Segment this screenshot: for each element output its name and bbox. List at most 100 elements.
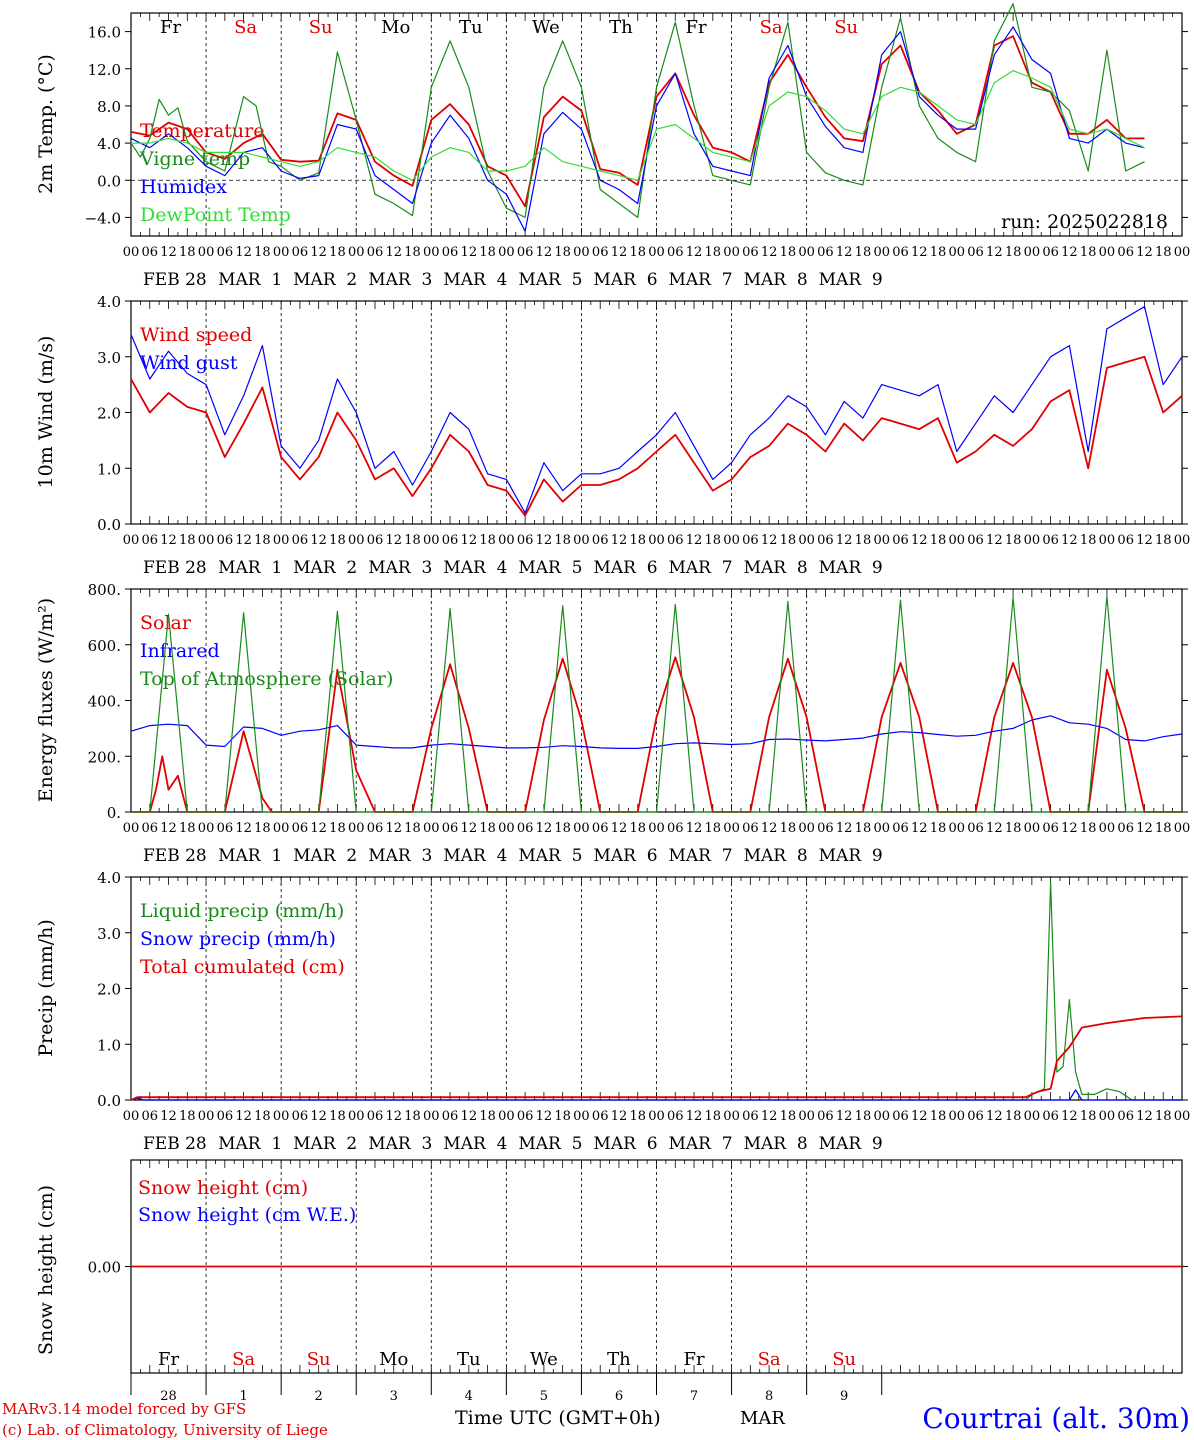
- y-tick-label: 8.0: [97, 98, 121, 116]
- x-hour-label: 12: [235, 821, 252, 836]
- x-hour-label: 18: [855, 245, 872, 260]
- x-hour-label: 00: [573, 821, 590, 836]
- series-line: [131, 595, 1182, 813]
- y-tick-label: 0.0: [97, 172, 121, 190]
- x-hour-label: 06: [1117, 533, 1134, 548]
- x-hour-label: 06: [367, 821, 384, 836]
- x-date-label: MAR 5: [518, 558, 582, 578]
- day-name-label: Sa: [234, 17, 257, 38]
- x-hour-label: 06: [1117, 1109, 1134, 1124]
- x-date-label: FEB 28: [143, 558, 207, 578]
- footer-time-axis: Time UTC (GMT+0h): [455, 1407, 661, 1429]
- x-hour-label: 06: [967, 245, 984, 260]
- footer-copyright: (c) Lab. of Climatology, University of L…: [2, 1421, 328, 1439]
- y-tick-label: 4.0: [97, 869, 121, 887]
- x-hour-label: 12: [310, 1109, 327, 1124]
- day-date-label: 6: [615, 1389, 623, 1404]
- x-hour-label: 00: [873, 533, 890, 548]
- x-hour-label: 00: [423, 245, 440, 260]
- run-label: run: 2025022818: [1001, 211, 1168, 233]
- x-hour-label: 12: [235, 1109, 252, 1124]
- y-tick-label: 600.: [88, 637, 121, 655]
- x-hour-label: 18: [930, 1109, 947, 1124]
- x-hour-label: 12: [235, 533, 252, 548]
- x-date-label: FEB 28: [143, 846, 207, 866]
- x-hour-label: 06: [292, 245, 309, 260]
- x-hour-label: 06: [892, 1109, 909, 1124]
- x-date-label: MAR 6: [593, 270, 657, 290]
- x-hour-label: 12: [461, 533, 478, 548]
- x-hour-label: 06: [892, 533, 909, 548]
- x-hour-label: 00: [949, 533, 966, 548]
- x-hour-label: 18: [780, 245, 797, 260]
- legend-label: Vigne temp: [139, 148, 250, 170]
- x-hour-label: 06: [442, 1109, 459, 1124]
- x-hour-label: 00: [498, 533, 515, 548]
- x-hour-label: 00: [1024, 533, 1041, 548]
- x-date-label: MAR 2: [293, 1134, 357, 1154]
- x-hour-label: 06: [1042, 821, 1059, 836]
- x-hour-label: 00: [1174, 245, 1191, 260]
- x-hour-label: 06: [217, 245, 234, 260]
- x-hour-label: 12: [836, 533, 853, 548]
- x-hour-label: 06: [367, 533, 384, 548]
- x-hour-label: 00: [348, 1109, 365, 1124]
- y-axis-label: Snow height (cm): [35, 1185, 57, 1355]
- day-name-label: Th: [607, 1349, 631, 1370]
- x-date-label: MAR 7: [669, 1134, 733, 1154]
- y-tick-label: 800.: [88, 581, 121, 599]
- legend-label: Total cumulated (cm): [140, 956, 345, 978]
- x-hour-label: 18: [329, 1109, 346, 1124]
- x-hour-label: 06: [141, 821, 158, 836]
- x-date-label: MAR 4: [443, 1134, 507, 1154]
- x-hour-label: 00: [723, 821, 740, 836]
- x-hour-label: 06: [217, 821, 234, 836]
- x-date-label: MAR 8: [744, 846, 808, 866]
- y-tick-label: 200.: [88, 748, 121, 766]
- x-hour-label: 06: [442, 533, 459, 548]
- x-hour-label: 12: [986, 821, 1003, 836]
- x-hour-label: 12: [836, 245, 853, 260]
- x-hour-label: 18: [629, 1109, 646, 1124]
- x-hour-label: 18: [254, 245, 271, 260]
- series-line: [130, 306, 1183, 514]
- x-hour-label: 12: [536, 821, 553, 836]
- x-hour-label: 12: [1136, 533, 1153, 548]
- x-hour-label: 18: [254, 533, 271, 548]
- x-hour-label: 18: [629, 245, 646, 260]
- day-date-label: 2: [315, 1389, 323, 1404]
- x-hour-label: 18: [479, 1109, 496, 1124]
- x-hour-label: 18: [705, 533, 722, 548]
- x-hour-label: 00: [1099, 1109, 1116, 1124]
- x-hour-label: 00: [423, 1109, 440, 1124]
- x-hour-label: 06: [367, 245, 384, 260]
- x-hour-label: 18: [179, 533, 196, 548]
- x-hour-label: 18: [1155, 1109, 1172, 1124]
- x-hour-label: 12: [686, 1109, 703, 1124]
- day-name-label: Mo: [381, 17, 410, 38]
- legend-label: Solar: [140, 612, 192, 634]
- panel-frame: [130, 300, 1183, 525]
- x-hour-label: 12: [911, 245, 928, 260]
- x-date-label: MAR 2: [293, 558, 357, 578]
- day-name-label: Sa: [758, 1349, 781, 1370]
- day-date-label: 4: [465, 1389, 473, 1404]
- legend-label: Snow height (cm): [138, 1177, 308, 1199]
- x-date-label: MAR 7: [669, 558, 733, 578]
- x-hour-label: 06: [892, 821, 909, 836]
- x-hour-label: 00: [723, 1109, 740, 1124]
- x-hour-label: 00: [273, 821, 290, 836]
- x-hour-label: 00: [798, 1109, 815, 1124]
- x-hour-label: 12: [1136, 821, 1153, 836]
- series-line: [130, 1015, 1183, 1101]
- x-hour-label: 06: [217, 533, 234, 548]
- x-hour-label: 00: [123, 821, 140, 836]
- x-hour-label: 12: [986, 245, 1003, 260]
- x-date-label: FEB 28: [143, 270, 207, 290]
- x-date-label: MAR 3: [368, 270, 432, 290]
- x-hour-label: 12: [836, 1109, 853, 1124]
- x-hour-label: 18: [705, 245, 722, 260]
- day-name-label: Fr: [685, 17, 706, 38]
- x-hour-label: 18: [1080, 245, 1097, 260]
- x-hour-label: 18: [1005, 245, 1022, 260]
